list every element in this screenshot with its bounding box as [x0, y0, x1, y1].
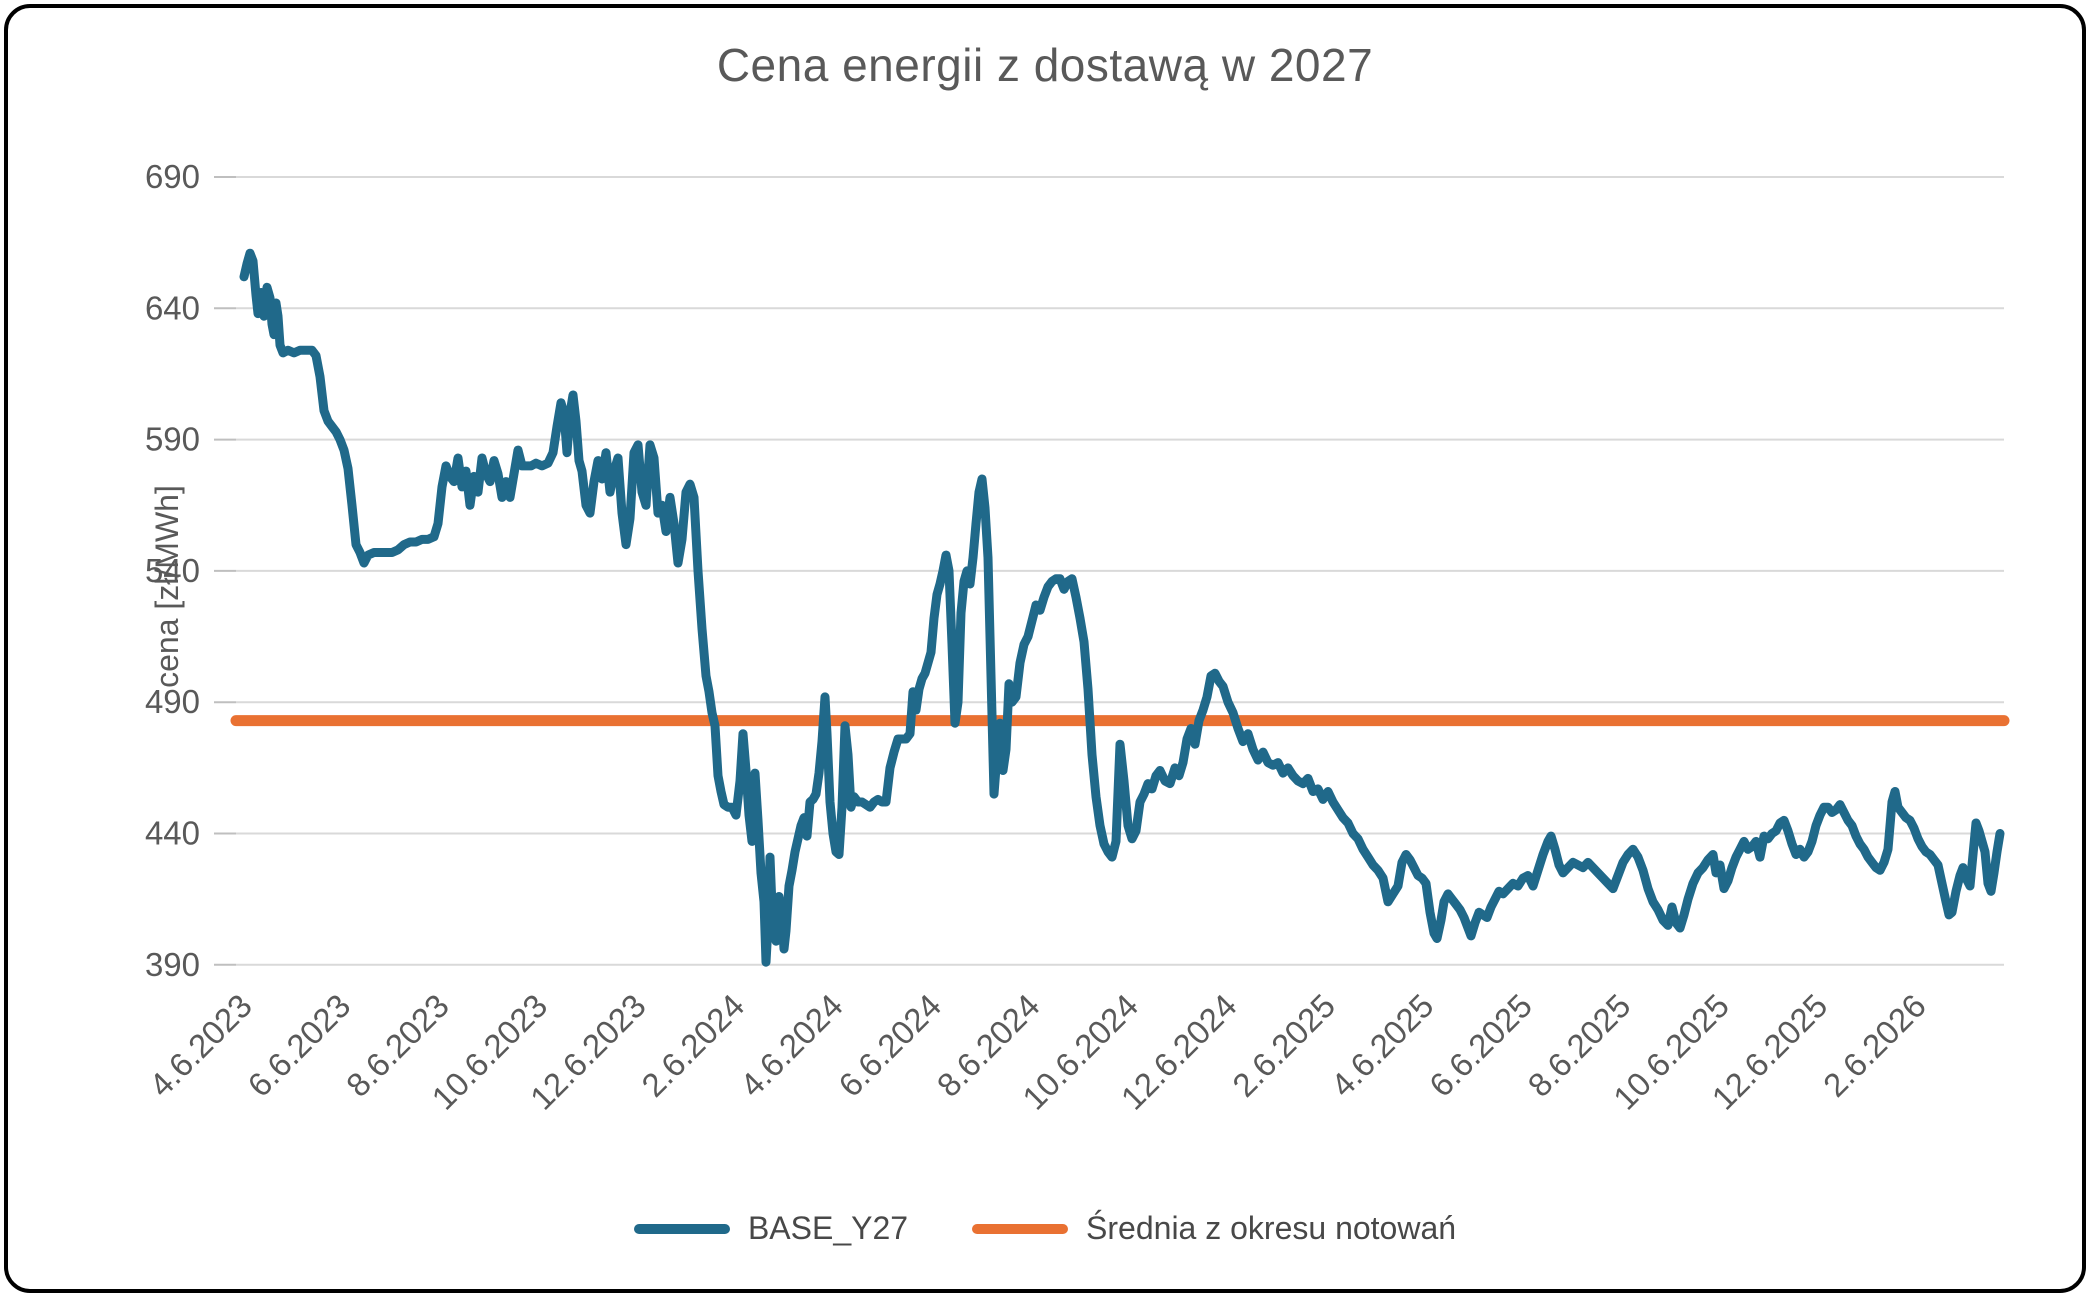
y-tick-label-390: 390: [145, 946, 200, 983]
x-tick-label-2.6.2025: 2.6.2025: [1225, 987, 1342, 1104]
legend-item-base-y27[interactable]: BASE_Y27: [633, 1210, 909, 1247]
y-tick-label-490: 490: [145, 683, 200, 720]
x-tick-label-2.6.2026: 2.6.2026: [1816, 987, 1933, 1104]
y-tick-label-540: 540: [145, 552, 200, 589]
legend: BASE_Y27 Średnia z okresu notowań: [8, 1210, 2082, 1247]
legend-label-average: Średnia z okresu notowań: [1086, 1210, 1457, 1246]
legend-label-base-y27: BASE_Y27: [747, 1210, 909, 1246]
y-tick-label-690: 690: [145, 158, 200, 195]
base-y27-series-line: [239, 248, 2005, 967]
legend-item-average[interactable]: Średnia z okresu notowań: [972, 1210, 1456, 1247]
x-tick-label-4.6.2024: 4.6.2024: [733, 987, 850, 1104]
y-tick-label-590: 590: [145, 421, 200, 458]
plot-area: 6906405905404904403904.6.20236.6.20238.6…: [142, 158, 2010, 1117]
average-line-swatch: [972, 1223, 1069, 1234]
x-tick-label-6.6.2023: 6.6.2023: [240, 987, 357, 1104]
x-tick-label-4.6.2023: 4.6.2023: [142, 987, 259, 1104]
chart-title: Cena energii z dostawą w 2027: [716, 39, 1374, 91]
x-tick-label-6.6.2024: 6.6.2024: [831, 987, 948, 1104]
x-tick-label-4.6.2025: 4.6.2025: [1324, 987, 1441, 1104]
base-y27-line-swatch: [633, 1223, 730, 1234]
x-tick-label-2.6.2024: 2.6.2024: [634, 987, 751, 1104]
y-tick-label-440: 440: [145, 815, 200, 852]
x-tick-label-6.6.2025: 6.6.2025: [1422, 987, 1539, 1104]
y-tick-label-640: 640: [145, 289, 200, 326]
chart-frame: Cena energii z dostawą w 2027 cena [zł/M…: [4, 4, 2086, 1293]
